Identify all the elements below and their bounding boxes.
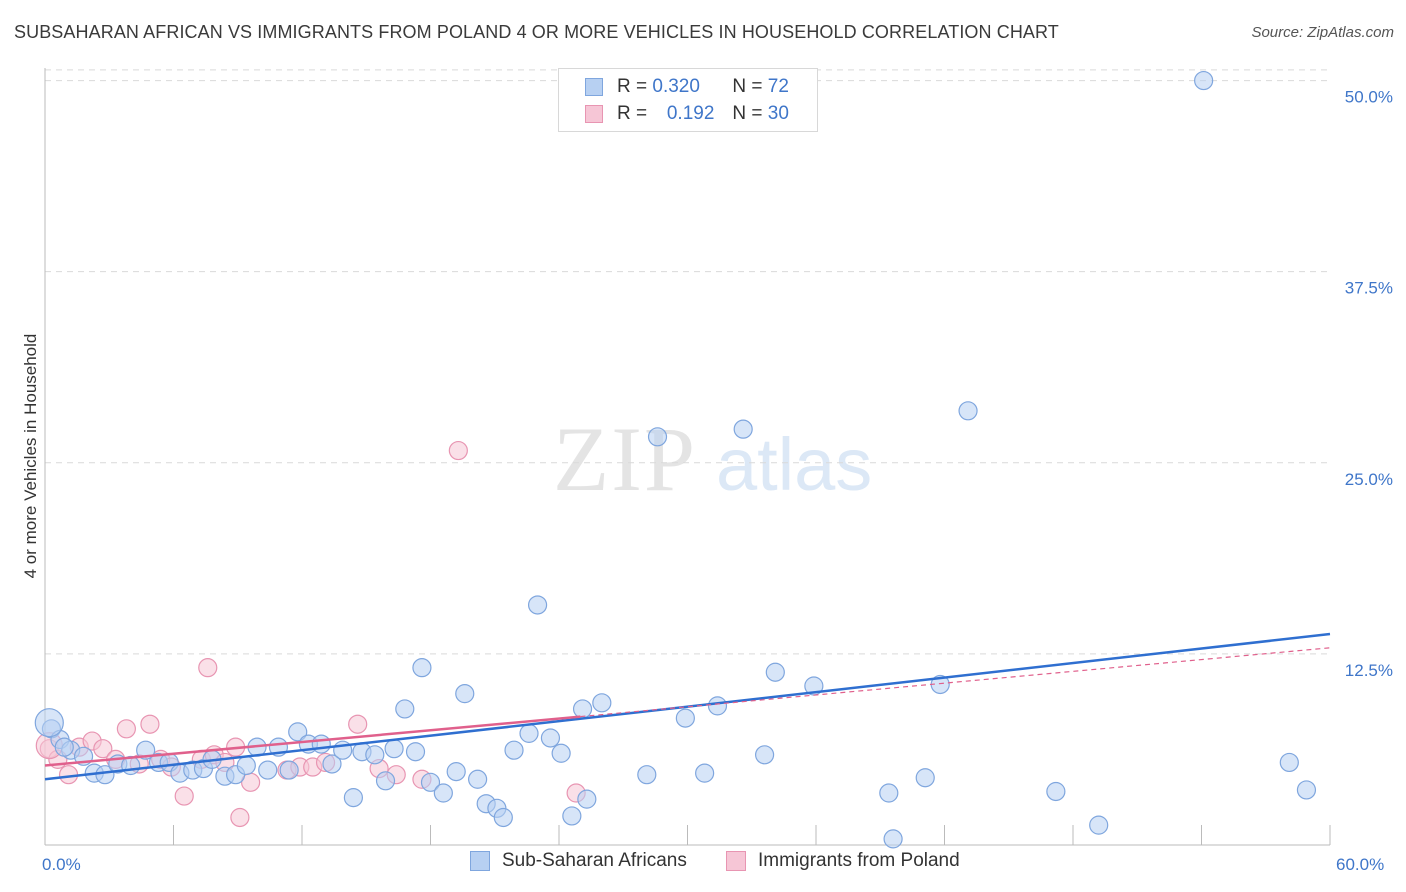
legend-n-label: N = [732,76,763,97]
legend-r-label: R = [617,103,648,124]
data-point [540,728,561,748]
data-point [140,714,160,734]
data-point [395,699,415,719]
legend-swatch-blue [585,78,603,96]
data-point [754,745,775,765]
data-point [258,760,278,780]
watermark-zip: ZIP [553,408,697,510]
data-point [198,658,218,678]
gridlines [45,69,1330,655]
data-point [348,714,368,734]
legend-swatch-pink [585,105,603,123]
bottom-legend-label-poland: Immigrants from Poland [758,850,960,871]
data-point [572,699,593,719]
data-point [448,440,468,461]
legend-n-value: 30 [767,103,789,124]
data-point [343,788,363,808]
y-tick-label: 50.0% [1345,88,1393,107]
y-tick-label: 12.5% [1345,661,1393,680]
data-point [34,708,64,738]
bottom-legend-swatch-blue [470,851,490,871]
bottom-legend-swatch-pink [726,851,746,871]
data-point [504,740,524,760]
x-tick-label-min: 0.0% [42,855,81,874]
data-point [468,769,488,789]
data-point [405,742,426,762]
data-point [527,595,548,615]
data-point [288,722,308,742]
trend-line-poland [44,715,581,767]
legend-row-poland: R = 0.192 N = 30 [585,101,789,127]
data-point [230,807,250,828]
legend-r-label: R = [617,76,648,97]
y-axis-label: 4 or more Vehicles in Household [21,334,40,579]
legend-row-subsaharan: R = 0.320 N = 72 [585,74,789,100]
data-point [375,771,396,791]
data-point [493,807,513,828]
data-point [433,783,453,803]
data-point [1194,70,1214,91]
data-point [412,658,432,678]
data-point [384,739,404,759]
data-point [1279,752,1299,773]
legend-box: R = 0.320 N = 72 R = 0.192 N = 30 [558,68,818,132]
legend-n-value: 72 [767,76,789,97]
data-point [446,762,466,782]
data-point [879,783,899,803]
data-point [420,772,441,792]
data-point [765,662,785,682]
bottom-legend-subsaharan: Sub-Saharan Africans [470,850,687,872]
data-point [1089,815,1109,835]
y-tick-label: 25.0% [1345,470,1393,489]
bottom-legend-poland: Immigrants from Poland [726,850,960,872]
data-point [279,760,299,780]
data-point [637,765,657,785]
data-point [592,693,612,713]
data-point [116,719,136,739]
data-point [707,696,728,716]
data-point [883,829,903,849]
data-point [647,427,668,447]
data-point [577,789,597,809]
data-point [311,734,331,754]
legend-n-label: N = [732,103,763,124]
data-point [1296,780,1317,800]
y-ticks: 12.5% 25.0% 37.5% 50.0% [1345,88,1393,680]
trend-line-poland-extension [580,647,1331,718]
x-ticks [44,825,1331,845]
data-point [733,419,753,439]
data-point [958,401,978,421]
legend-r-value: 0.320 [652,76,700,97]
y-tick-label: 37.5% [1345,279,1393,298]
data-point [675,708,695,728]
data-point [915,768,935,788]
data-point [54,737,74,757]
data-point [93,739,113,759]
data-point [551,743,571,763]
data-point [236,755,256,776]
bottom-legend-label-subsaharan: Sub-Saharan Africans [502,850,687,871]
data-point [455,684,475,704]
x-tick-label-max: 60.0% [1336,855,1384,874]
data-point [519,723,539,743]
trend-line-subsaharan [44,632,1331,781]
legend-r-value: 0.192 [666,103,715,124]
data-point [1046,781,1066,802]
trend-lines [44,632,1331,781]
source-label: Source: ZipAtlas.com [1251,24,1394,41]
data-point [174,786,194,806]
data-point [695,763,715,783]
data-point [562,806,582,826]
data-point [322,754,342,774]
chart-title: SUBSAHARAN AFRICAN VS IMMIGRANTS FROM PO… [14,22,1059,42]
data-point [365,745,385,765]
